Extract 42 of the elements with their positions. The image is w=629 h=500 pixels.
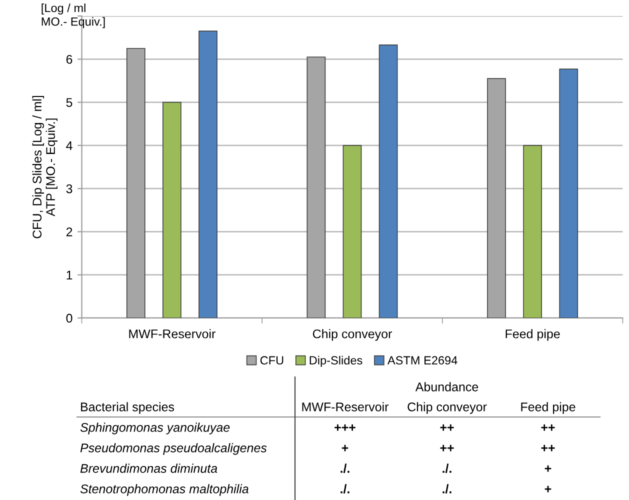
text: Abundance (415, 382, 478, 392)
bar (342, 145, 362, 318)
text: Brevundimonas diminuta (80, 464, 218, 473)
y-tick-label: 5 (66, 98, 72, 107)
y-tick-label: 0 (66, 314, 72, 323)
annotation: [Log / ml MO.- Equiv.] (42, 4, 105, 28)
x-tick-label: Chip conveyor (312, 329, 392, 341)
y-tick-label: 2 (66, 228, 72, 236)
text: Sphingomonas yanoikuyae (80, 422, 230, 434)
bar (378, 44, 398, 318)
text: ++ (541, 444, 555, 452)
bar (162, 102, 182, 318)
text: + (544, 486, 552, 492)
legend-label: CFU (260, 356, 284, 365)
legend-label: ASTM E2694 (387, 356, 458, 365)
bar (198, 30, 218, 318)
y-tick-label: 6 (66, 54, 72, 64)
text: ++ (440, 444, 454, 452)
x-tick-label: MWF-Reservoir (129, 329, 216, 338)
text: Feed pipe (521, 402, 576, 414)
text: + (544, 465, 552, 472)
y-tick-label: 4 (66, 141, 72, 150)
y-tick-label: 1 (66, 270, 72, 280)
text: Chip conveyor (408, 402, 487, 414)
bar (559, 68, 578, 318)
text: ./. (442, 484, 452, 494)
text: + (342, 444, 348, 452)
text: ++ (440, 424, 454, 431)
text: ./. (340, 464, 350, 473)
text: ++ (541, 424, 555, 431)
y-tick-label: 3 (66, 184, 72, 194)
text: ./. (340, 484, 350, 494)
text: Bacterial species (81, 402, 174, 414)
legend-label: Dip-Slides (310, 356, 362, 367)
y-axis-title: CFU, Dip Slides [Log / ml] ATP [MO.- Equiv.] (32, 96, 58, 238)
text: Stenotrophomonas maltophilia (80, 484, 248, 496)
bar (523, 145, 542, 318)
text: MWF-Reservoir (302, 402, 389, 412)
text: ./. (442, 464, 452, 473)
text: +++ (334, 424, 356, 431)
text: Pseudomonas pseudoalcaligenes (80, 443, 267, 455)
x-tick-label: Feed pipe (506, 329, 560, 341)
